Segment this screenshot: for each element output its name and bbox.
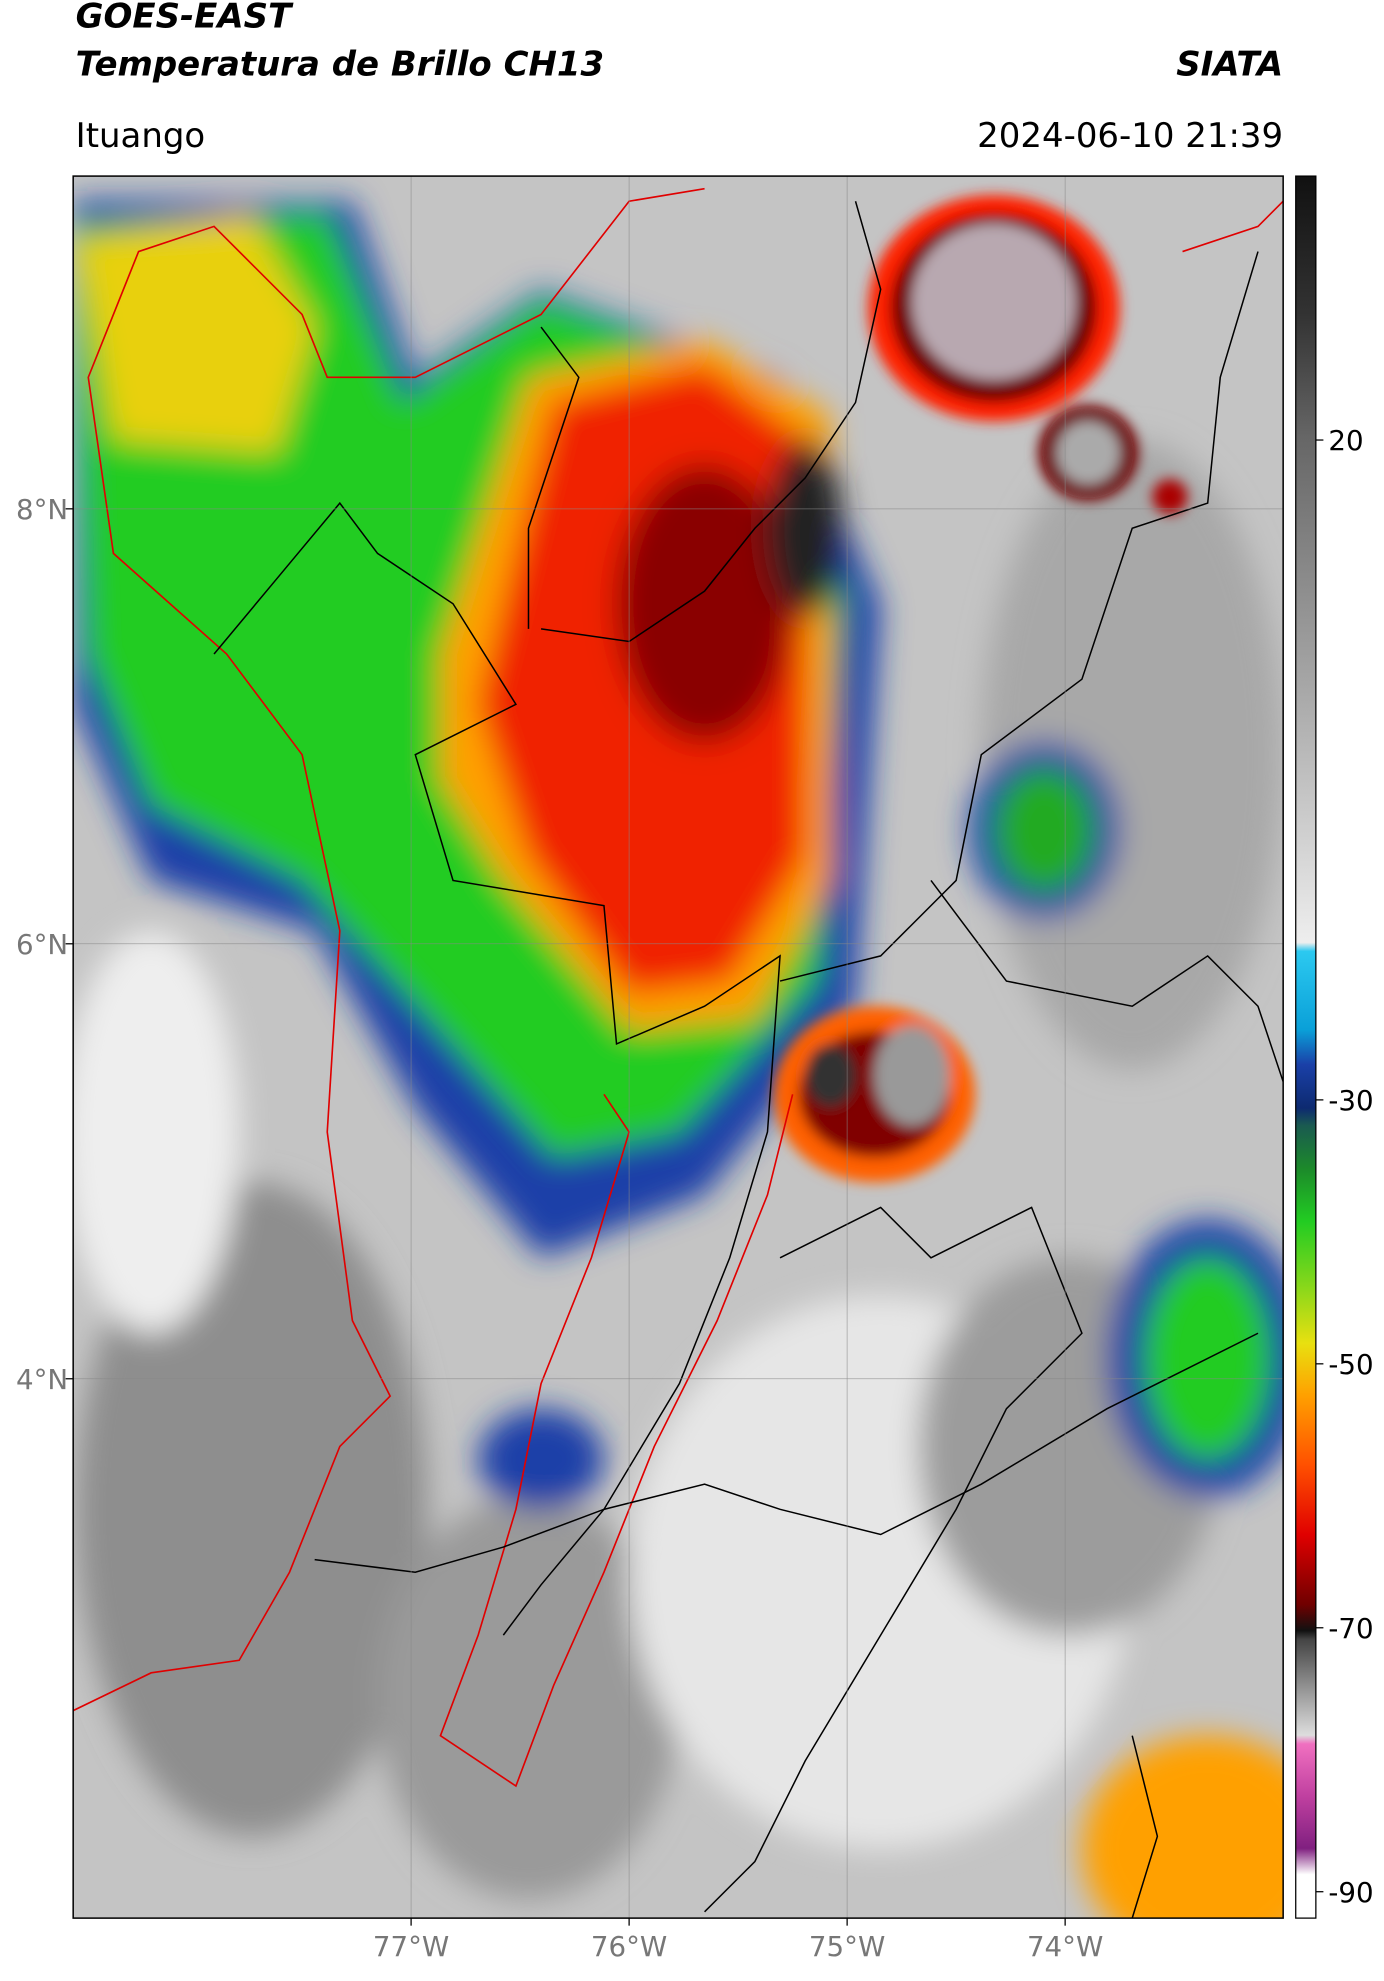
colorbar-tick-label: 20 bbox=[1328, 424, 1363, 457]
datetime: 2024-06-10 21:39 bbox=[977, 116, 1283, 156]
source: SIATA bbox=[1176, 44, 1283, 84]
subtitle: Temperatura de Brillo CH13 bbox=[76, 44, 604, 84]
map-frame bbox=[72, 175, 1284, 1919]
colorbar-tick-label: -30 bbox=[1328, 1084, 1373, 1117]
x-tick-label: 75°W bbox=[809, 1930, 885, 1963]
colorbar bbox=[1295, 175, 1317, 1919]
x-tick-label: 76°W bbox=[591, 1930, 667, 1963]
x-tick-label: 74°W bbox=[1027, 1930, 1103, 1963]
x-tick-label: 77°W bbox=[373, 1930, 449, 1963]
location: Ituango bbox=[76, 116, 206, 156]
y-tick-label: 4°N bbox=[16, 1363, 68, 1396]
colorbar-tick-label: -70 bbox=[1328, 1612, 1373, 1645]
colorbar-tick-label: -50 bbox=[1328, 1348, 1373, 1381]
grid bbox=[73, 176, 1284, 1919]
satellite-image bbox=[73, 176, 1284, 1919]
title: GOES-EAST bbox=[76, 0, 294, 37]
colorbar-tick-label: -90 bbox=[1328, 1876, 1373, 1909]
y-tick-label: 8°N bbox=[16, 493, 68, 526]
y-tick-label: 6°N bbox=[16, 928, 68, 961]
